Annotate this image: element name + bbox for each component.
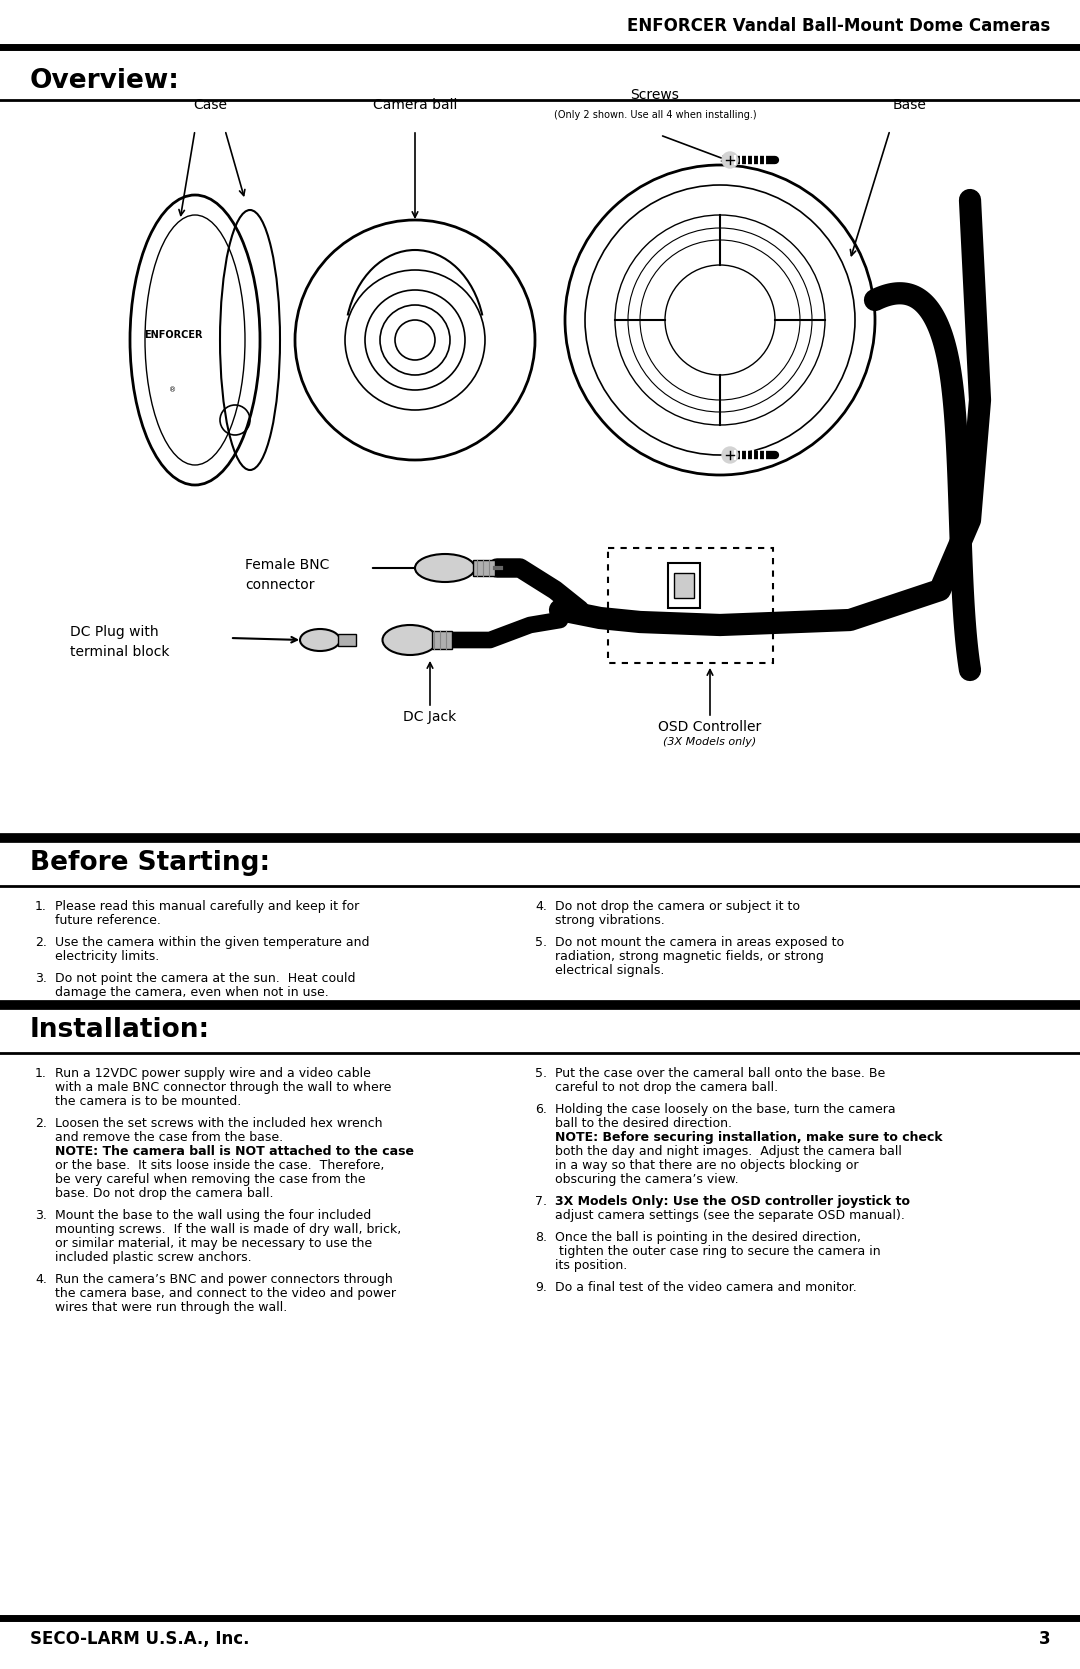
- Text: base. Do not drop the camera ball.: base. Do not drop the camera ball.: [55, 1187, 273, 1200]
- Text: 1.: 1.: [35, 1066, 46, 1080]
- Text: Overview:: Overview:: [30, 68, 180, 93]
- Text: 4.: 4.: [535, 900, 546, 913]
- Text: Mount the base to the wall using the four included: Mount the base to the wall using the fou…: [55, 1208, 372, 1222]
- Text: damage the camera, even when not in use.: damage the camera, even when not in use.: [55, 986, 328, 1000]
- Text: future reference.: future reference.: [55, 915, 161, 926]
- Text: (Only 2 shown. Use all 4 when installing.): (Only 2 shown. Use all 4 when installing…: [554, 110, 756, 120]
- Ellipse shape: [382, 624, 437, 654]
- Text: electricity limits.: electricity limits.: [55, 950, 159, 963]
- Text: electrical signals.: electrical signals.: [555, 965, 664, 976]
- Text: its position.: its position.: [555, 1258, 627, 1272]
- Text: Do a final test of the video camera and monitor.: Do a final test of the video camera and …: [555, 1282, 856, 1293]
- Text: terminal block: terminal block: [70, 644, 170, 659]
- Bar: [432, 631, 453, 649]
- Text: wires that were run through the wall.: wires that were run through the wall.: [55, 1302, 287, 1314]
- Text: SECO-LARM U.S.A., Inc.: SECO-LARM U.S.A., Inc.: [30, 1631, 249, 1647]
- Text: 1.: 1.: [35, 900, 46, 913]
- Text: 8.: 8.: [535, 1232, 546, 1243]
- Text: Run the camera’s BNC and power connectors through: Run the camera’s BNC and power connector…: [55, 1273, 393, 1287]
- Text: the camera is to be mounted.: the camera is to be mounted.: [55, 1095, 241, 1108]
- Text: Base: Base: [893, 98, 927, 112]
- Text: NOTE: Before securing installation, make sure to check: NOTE: Before securing installation, make…: [555, 1132, 943, 1143]
- Text: with a male BNC connector through the wall to where: with a male BNC connector through the wa…: [55, 1082, 391, 1093]
- Text: adjust camera settings (see the separate OSD manual).: adjust camera settings (see the separate…: [555, 1208, 905, 1222]
- Text: ball to the desired direction.: ball to the desired direction.: [555, 1117, 732, 1130]
- Text: 2.: 2.: [35, 936, 46, 950]
- Text: ENFORCER Vandal Ball-Mount Dome Cameras: ENFORCER Vandal Ball-Mount Dome Cameras: [626, 17, 1050, 35]
- Text: Camera ball: Camera ball: [373, 98, 457, 112]
- Text: obscuring the camera’s view.: obscuring the camera’s view.: [555, 1173, 739, 1187]
- Text: 3.: 3.: [35, 1208, 46, 1222]
- Text: OSD Controller: OSD Controller: [659, 719, 761, 734]
- Text: Put the case over the cameral ball onto the base. Be: Put the case over the cameral ball onto …: [555, 1066, 886, 1080]
- Text: Before Starting:: Before Starting:: [30, 850, 270, 876]
- Text: Holding the case loosely on the base, turn the camera: Holding the case loosely on the base, tu…: [555, 1103, 895, 1117]
- Text: 2.: 2.: [35, 1117, 46, 1130]
- Text: Do not mount the camera in areas exposed to: Do not mount the camera in areas exposed…: [555, 936, 845, 950]
- Circle shape: [723, 152, 738, 169]
- Text: 3.: 3.: [35, 971, 46, 985]
- Text: Case: Case: [193, 98, 227, 112]
- Text: connector: connector: [245, 577, 314, 592]
- Text: in a way so that there are no objects blocking or: in a way so that there are no objects bl…: [555, 1158, 859, 1172]
- Text: 7.: 7.: [535, 1195, 546, 1208]
- Text: 6.: 6.: [535, 1103, 546, 1117]
- Bar: [669, 562, 700, 608]
- Text: 5.: 5.: [535, 936, 546, 950]
- Text: careful to not drop the camera ball.: careful to not drop the camera ball.: [555, 1082, 778, 1093]
- Ellipse shape: [300, 629, 340, 651]
- Ellipse shape: [415, 554, 475, 582]
- Text: Female BNC: Female BNC: [245, 557, 329, 572]
- Text: Do not point the camera at the sun.  Heat could: Do not point the camera at the sun. Heat…: [55, 971, 355, 985]
- Text: Screws: Screws: [631, 88, 679, 102]
- Text: strong vibrations.: strong vibrations.: [555, 915, 665, 926]
- Text: Use the camera within the given temperature and: Use the camera within the given temperat…: [55, 936, 369, 950]
- Bar: [608, 547, 773, 663]
- Bar: [338, 634, 356, 646]
- Bar: [674, 572, 694, 598]
- Text: Once the ball is pointing in the desired direction,: Once the ball is pointing in the desired…: [555, 1232, 861, 1243]
- Text: radiation, strong magnetic fields, or strong: radiation, strong magnetic fields, or st…: [555, 950, 824, 963]
- Text: Please read this manual carefully and keep it for: Please read this manual carefully and ke…: [55, 900, 360, 913]
- Text: 3X Models Only: Use the OSD controller joystick to: 3X Models Only: Use the OSD controller j…: [555, 1195, 910, 1208]
- Text: or similar material, it may be necessary to use the: or similar material, it may be necessary…: [55, 1237, 373, 1250]
- Text: Run a 12VDC power supply wire and a video cable: Run a 12VDC power supply wire and a vide…: [55, 1066, 370, 1080]
- Text: included plastic screw anchors.: included plastic screw anchors.: [55, 1252, 252, 1263]
- Text: and remove the case from the base.: and remove the case from the base.: [55, 1132, 283, 1143]
- Text: 3: 3: [1038, 1631, 1050, 1647]
- Text: Do not drop the camera or subject it to: Do not drop the camera or subject it to: [555, 900, 800, 913]
- Text: Installation:: Installation:: [30, 1016, 211, 1043]
- Text: ®: ®: [170, 387, 176, 392]
- Text: or the base.  It sits loose inside the case.  Therefore,: or the base. It sits loose inside the ca…: [55, 1158, 384, 1172]
- Text: Loosen the set screws with the included hex wrench: Loosen the set screws with the included …: [55, 1117, 382, 1130]
- Text: (3X Models only): (3X Models only): [663, 738, 757, 748]
- Text: tighten the outer case ring to secure the camera in: tighten the outer case ring to secure th…: [555, 1245, 880, 1258]
- Text: DC Jack: DC Jack: [403, 709, 457, 724]
- Text: 9.: 9.: [535, 1282, 546, 1293]
- Text: both the day and night images.  Adjust the camera ball: both the day and night images. Adjust th…: [555, 1145, 902, 1158]
- Text: DC Plug with: DC Plug with: [70, 624, 159, 639]
- Text: the camera base, and connect to the video and power: the camera base, and connect to the vide…: [55, 1287, 396, 1300]
- Text: NOTE: The camera ball is NOT attached to the case: NOTE: The camera ball is NOT attached to…: [55, 1145, 414, 1158]
- Text: be very careful when removing the case from the: be very careful when removing the case f…: [55, 1173, 365, 1187]
- Text: ENFORCER: ENFORCER: [144, 330, 202, 340]
- Circle shape: [723, 447, 738, 462]
- Bar: [473, 561, 495, 576]
- Text: mounting screws.  If the wall is made of dry wall, brick,: mounting screws. If the wall is made of …: [55, 1223, 402, 1237]
- Text: 5.: 5.: [535, 1066, 546, 1080]
- Text: 4.: 4.: [35, 1273, 46, 1287]
